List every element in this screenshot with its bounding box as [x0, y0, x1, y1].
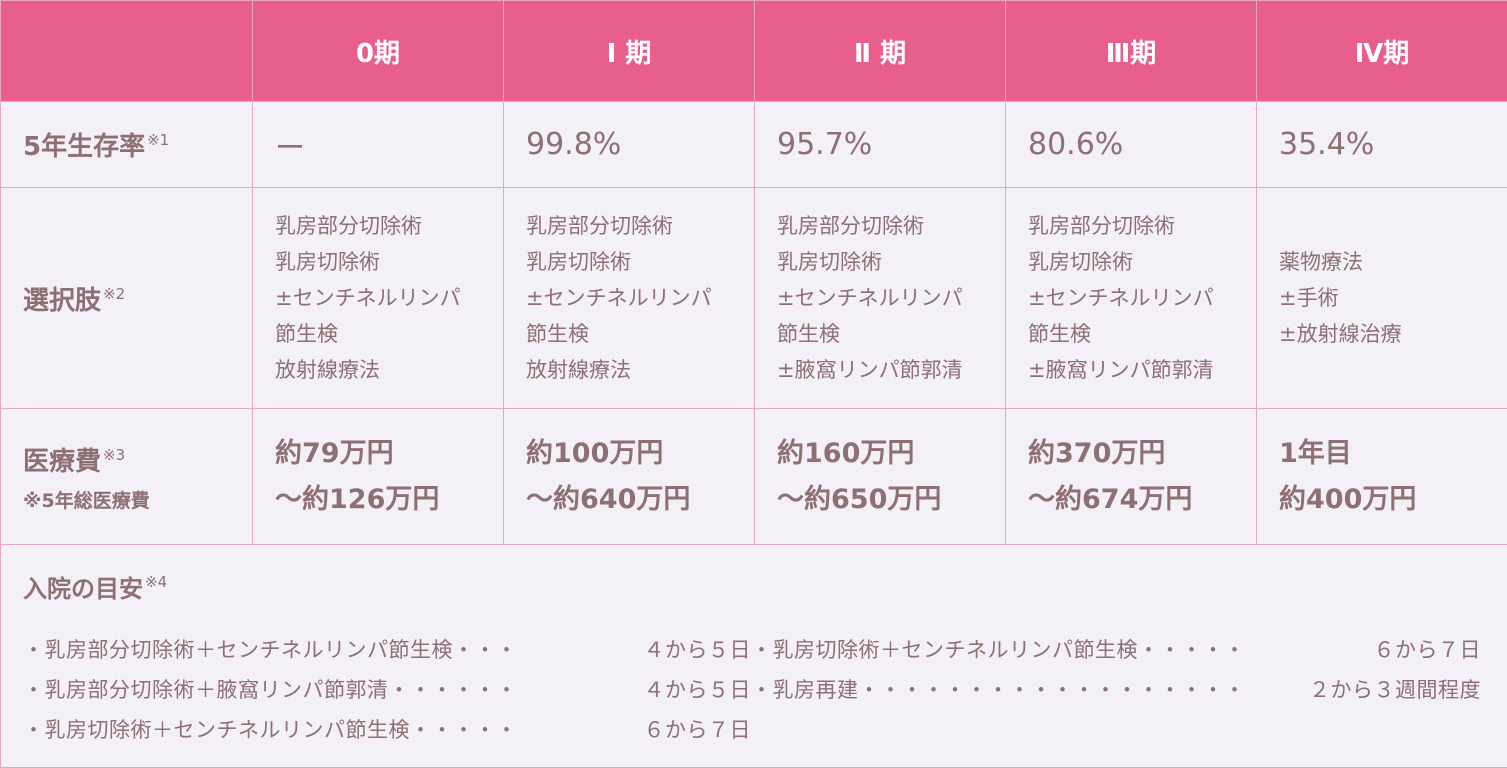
option-line: 乳房部分切除術 — [1028, 208, 1255, 244]
cost-line: 約400万円 — [1279, 477, 1506, 523]
header-row: 0期 Ⅰ 期 Ⅱ 期 Ⅲ期 Ⅳ期 — [1, 1, 1507, 102]
options-row: 選択肢※2 乳房部分切除術 乳房切除術 ±センチネルリンパ 節生検 放射線療法 … — [1, 188, 1507, 409]
hospital-cell: 入院の目安※4 ・乳房部分切除術＋センチネルリンパ節生検・・・ ４から５日 ・乳房… — [1, 545, 1507, 768]
stage-1-header: Ⅰ 期 — [504, 1, 755, 102]
hospital-list: ・乳房部分切除術＋センチネルリンパ節生検・・・ ４から５日 ・乳房切除術＋センチネ… — [23, 630, 1485, 750]
cost-stage-3: 約370万円 〜約674万円 — [1006, 409, 1257, 545]
option-line: ±センチネルリンパ — [777, 280, 1004, 316]
options-stage-0: 乳房部分切除術 乳房切除術 ±センチネルリンパ 節生検 放射線療法 — [253, 188, 504, 409]
options-stage-3: 乳房部分切除術 乳房切除術 ±センチネルリンパ 節生検 ±腋窩リンパ節郭清 — [1006, 188, 1257, 409]
cost-line: 約370万円 — [1028, 431, 1255, 477]
option-line: 節生検 — [1028, 316, 1255, 352]
cost-line: 約100万円 — [526, 431, 753, 477]
cost-line: 約79万円 — [275, 431, 502, 477]
option-line: 乳房部分切除術 — [275, 208, 502, 244]
list-item: ・乳房切除術＋センチネルリンパ節生検・・・・・ ６から７日 — [23, 710, 751, 750]
option-line: 放射線療法 — [526, 352, 753, 388]
option-line: ±センチネルリンパ — [1028, 280, 1255, 316]
hospital-item-name: ・乳房再建・・・・・・・・・・・・・・・・・・ — [751, 670, 1246, 710]
option-line: 乳房切除術 — [777, 244, 1004, 280]
survival-label: 5年生存率 — [23, 132, 145, 162]
cost-stage-1: 約100万円 〜約640万円 — [504, 409, 755, 545]
list-item: ・乳房部分切除術＋腋窩リンパ節郭清・・・・・・ ４から５日 — [23, 670, 751, 710]
cost-row: 医療費※3 ※5年総医療費 約79万円 〜約126万円 約100万円 〜約640万… — [1, 409, 1507, 545]
option-line: 乳房部分切除術 — [777, 208, 1004, 244]
cost-stage-4: 1年目 約400万円 — [1257, 409, 1507, 545]
hospital-item-days: ４から５日 — [644, 630, 752, 670]
cost-line: 〜約674万円 — [1028, 477, 1255, 523]
option-line: 節生検 — [777, 316, 1004, 352]
options-stage-1: 乳房部分切除術 乳房切除術 ±センチネルリンパ 節生検 放射線療法 — [504, 188, 755, 409]
corner-cell — [1, 1, 253, 102]
options-stage-2: 乳房部分切除術 乳房切除術 ±センチネルリンパ 節生検 ±腋窩リンパ節郭清 — [755, 188, 1006, 409]
hospital-label: 入院の目安 — [23, 575, 143, 603]
option-line: ±放射線治療 — [1279, 316, 1506, 352]
list-item: ・乳房部分切除術＋センチネルリンパ節生検・・・ ４から５日 — [23, 630, 751, 670]
options-label-cell: 選択肢※2 — [1, 188, 253, 409]
cost-line: 〜約126万円 — [275, 477, 502, 523]
option-line: 節生検 — [275, 316, 502, 352]
stage-3-header: Ⅲ期 — [1006, 1, 1257, 102]
hospital-item-days: ６から７日 — [644, 710, 752, 750]
options-label: 選択肢 — [23, 286, 101, 316]
cost-note: ※3 — [103, 446, 125, 464]
list-item: ・乳房再建・・・・・・・・・・・・・・・・・・ ２から３週間程度 — [751, 670, 1481, 710]
cost-line: 1年目 — [1279, 431, 1506, 477]
hospital-item-days: ６から７日 — [1374, 630, 1482, 670]
option-line: 乳房切除術 — [1028, 244, 1255, 280]
cost-line: 〜約650万円 — [777, 477, 1004, 523]
cost-line: 約160万円 — [777, 431, 1004, 477]
hospital-title: 入院の目安※4 — [23, 569, 1485, 604]
survival-row: 5年生存率※1 ー 99.8% 95.7% 80.6% 35.4% — [1, 102, 1507, 188]
option-line: ±センチネルリンパ — [526, 280, 753, 316]
cost-label-cell: 医療費※3 ※5年総医療費 — [1, 409, 253, 545]
stage-4-header: Ⅳ期 — [1257, 1, 1507, 102]
cost-label: 医療費 — [23, 447, 101, 477]
hospital-item-name: ・乳房部分切除術＋センチネルリンパ節生検・・・ — [23, 630, 518, 670]
survival-stage-0: ー — [253, 102, 504, 188]
cost-sublabel: ※5年総医療費 — [23, 486, 251, 513]
hospital-item-name: ・乳房部分切除術＋腋窩リンパ節郭清・・・・・・ — [23, 670, 518, 710]
list-item: ・乳房切除術＋センチネルリンパ節生検・・・・・ ６から７日 — [751, 630, 1481, 670]
survival-stage-2: 95.7% — [755, 102, 1006, 188]
option-line: ±センチネルリンパ — [275, 280, 502, 316]
option-line: 薬物療法 — [1279, 244, 1506, 280]
option-line: 乳房部分切除術 — [526, 208, 753, 244]
cost-stage-2: 約160万円 〜約650万円 — [755, 409, 1006, 545]
options-stage-4: 薬物療法 ±手術 ±放射線治療 — [1257, 188, 1507, 409]
hospital-note: ※4 — [145, 573, 167, 591]
hospital-item-name: ・乳房切除術＋センチネルリンパ節生検・・・・・ — [23, 710, 518, 750]
cost-line: 〜約640万円 — [526, 477, 753, 523]
survival-stage-3: 80.6% — [1006, 102, 1257, 188]
option-line: 放射線療法 — [275, 352, 502, 388]
hospital-item-name: ・乳房切除術＋センチネルリンパ節生検・・・・・ — [751, 630, 1246, 670]
survival-label-cell: 5年生存率※1 — [1, 102, 253, 188]
stage-2-header: Ⅱ 期 — [755, 1, 1006, 102]
hospital-row: 入院の目安※4 ・乳房部分切除術＋センチネルリンパ節生検・・・ ４から５日 ・乳房… — [1, 545, 1507, 768]
option-line: 乳房切除術 — [275, 244, 502, 280]
option-line: ±手術 — [1279, 280, 1506, 316]
survival-note: ※1 — [147, 131, 169, 149]
survival-stage-4: 35.4% — [1257, 102, 1507, 188]
options-note: ※2 — [103, 285, 125, 303]
cost-stage-0: 約79万円 〜約126万円 — [253, 409, 504, 545]
option-line: ±腋窩リンパ節郭清 — [777, 352, 1004, 388]
hospital-item-days: ２から３週間程度 — [1309, 670, 1481, 710]
hospital-item-days: ４から５日 — [644, 670, 752, 710]
stage-0-header: 0期 — [253, 1, 504, 102]
survival-stage-1: 99.8% — [504, 102, 755, 188]
option-line: ±腋窩リンパ節郭清 — [1028, 352, 1255, 388]
option-line: 乳房切除術 — [526, 244, 753, 280]
option-line: 節生検 — [526, 316, 753, 352]
